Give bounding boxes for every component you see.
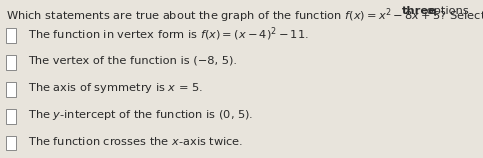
Text: Which statements are true about the graph of the function $f(x) = x^2 - 8x + 5$?: Which statements are true about the grap… xyxy=(6,6,483,25)
Text: The vertex of the function is (−8, 5).: The vertex of the function is (−8, 5). xyxy=(28,56,237,66)
Text: The $y$-intercept of the function is (0, 5).: The $y$-intercept of the function is (0,… xyxy=(28,108,254,122)
Text: three: three xyxy=(402,6,437,16)
Text: The function crosses the $x$-axis twice.: The function crosses the $x$-axis twice. xyxy=(28,135,243,147)
Text: The function in vertex form is $f(x) = (x - 4)^2 - 11.$: The function in vertex form is $f(x) = (… xyxy=(28,25,309,43)
Text: options.: options. xyxy=(423,6,472,16)
Text: The axis of symmetry is $x$ = 5.: The axis of symmetry is $x$ = 5. xyxy=(28,81,203,95)
